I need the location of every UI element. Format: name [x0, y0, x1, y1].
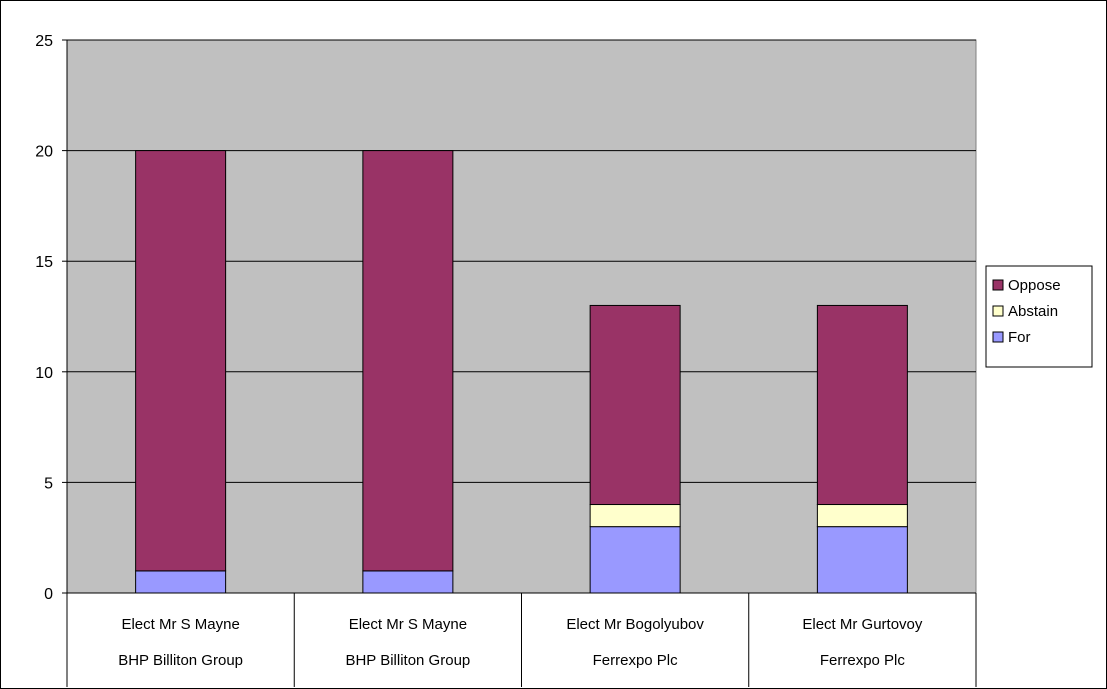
legend: [985, 265, 1093, 368]
bar-oppose-2: [589, 304, 681, 506]
y-tick-label: 10: [35, 365, 53, 382]
bar-oppose-3: [816, 304, 908, 506]
bar-oppose-1: [362, 150, 454, 572]
bar-abstain-2: [589, 504, 681, 528]
category-label: Elect Mr Bogolyubov: [566, 616, 704, 633]
category-label: Ferrexpo Plc: [593, 652, 679, 669]
category-label: Elect Mr Gurtovoy: [802, 616, 923, 633]
bar-for-2: [589, 526, 681, 594]
legend-label-abstain: Abstain: [1008, 303, 1058, 320]
y-tick-label: 15: [35, 254, 53, 271]
legend-swatch-abstain: [992, 305, 1004, 317]
bar-for-3: [816, 526, 908, 594]
legend-swatch-for: [992, 331, 1004, 343]
category-label: BHP Billiton Group: [345, 652, 470, 669]
category-label: BHP Billiton Group: [118, 652, 243, 669]
category-label: Ferrexpo Plc: [820, 652, 906, 669]
bar-oppose-0: [135, 150, 227, 572]
y-tick-label: 5: [44, 475, 53, 492]
y-tick-label: 25: [35, 33, 53, 50]
legend-swatch-oppose: [992, 279, 1004, 291]
y-tick-label: 0: [44, 586, 53, 603]
category-label: Elect Mr S Mayne: [349, 616, 467, 633]
legend-label-oppose: Oppose: [1008, 277, 1061, 294]
bar-for-1: [362, 570, 454, 594]
bar-abstain-3: [816, 504, 908, 528]
y-tick-label: 20: [35, 144, 53, 161]
legend-label-for: For: [1008, 329, 1031, 346]
category-label: Elect Mr S Mayne: [121, 616, 239, 633]
bar-for-0: [135, 570, 227, 594]
